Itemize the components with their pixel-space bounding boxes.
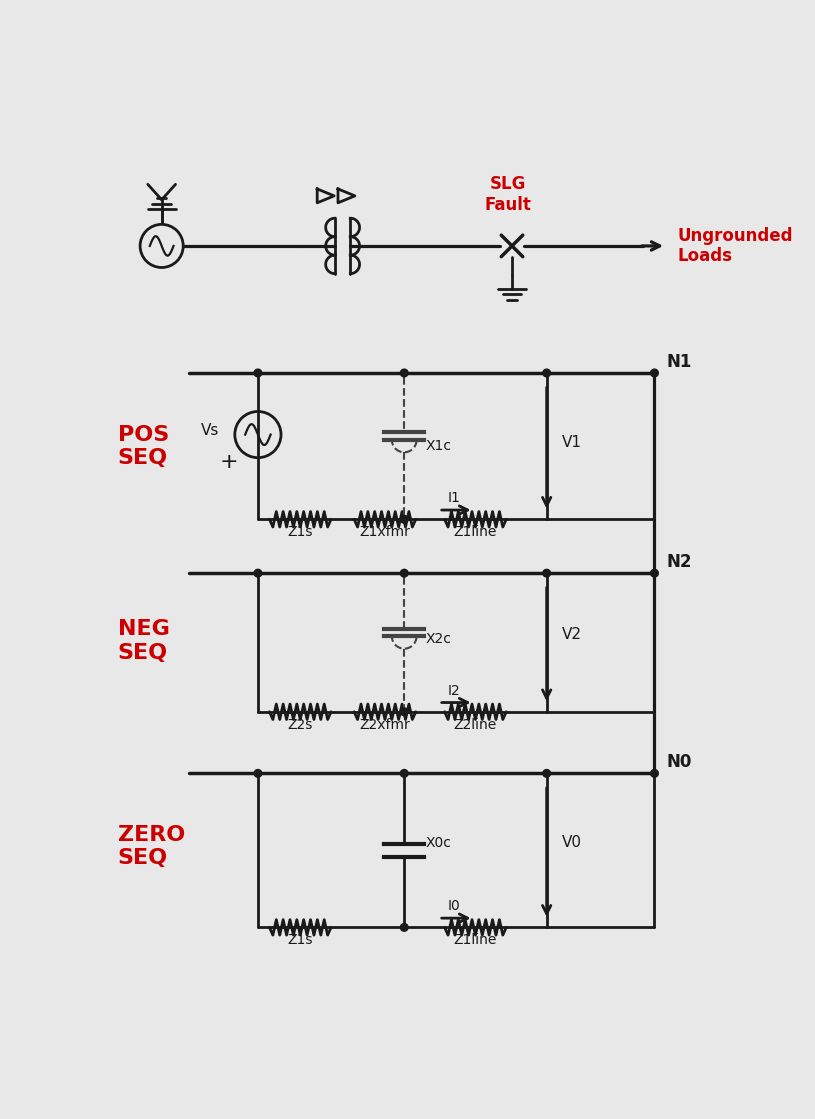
Circle shape	[400, 516, 408, 523]
Text: X1c: X1c	[425, 439, 452, 453]
Text: Z1xfmr: Z1xfmr	[359, 525, 411, 539]
Text: Z1line: Z1line	[454, 525, 497, 539]
Text: Z1s: Z1s	[288, 933, 313, 948]
Circle shape	[650, 369, 659, 377]
Circle shape	[543, 570, 550, 577]
Text: X2c: X2c	[425, 631, 452, 646]
Text: ZERO
SEQ: ZERO SEQ	[118, 825, 185, 868]
Text: N0: N0	[666, 753, 691, 771]
Text: Ungrounded
Loads: Ungrounded Loads	[677, 226, 793, 265]
Text: +: +	[219, 452, 238, 471]
Text: SLG
Fault: SLG Fault	[485, 175, 531, 214]
Circle shape	[254, 369, 262, 377]
Circle shape	[400, 708, 408, 716]
Circle shape	[400, 923, 408, 931]
Circle shape	[400, 570, 408, 577]
Text: I2: I2	[448, 684, 460, 698]
Text: POS
SEQ: POS SEQ	[118, 424, 169, 468]
Text: Z2xfmr: Z2xfmr	[359, 717, 410, 732]
Circle shape	[543, 770, 550, 778]
Text: V2: V2	[562, 628, 582, 642]
Text: Vs: Vs	[201, 423, 219, 439]
Text: I1: I1	[447, 491, 460, 506]
Circle shape	[400, 770, 408, 778]
Circle shape	[650, 570, 659, 577]
Text: N1: N1	[666, 352, 691, 370]
Text: I0: I0	[448, 900, 460, 913]
Circle shape	[543, 369, 550, 377]
Text: NEG
SEQ: NEG SEQ	[118, 619, 170, 662]
Circle shape	[400, 369, 408, 377]
Text: N2: N2	[666, 553, 691, 571]
Circle shape	[650, 770, 659, 778]
Text: V1: V1	[562, 435, 582, 450]
Text: Z2s: Z2s	[288, 717, 313, 732]
Circle shape	[254, 770, 262, 778]
Text: Z1line: Z1line	[454, 933, 497, 948]
Text: V0: V0	[562, 835, 582, 850]
Text: X0c: X0c	[425, 836, 452, 849]
Text: Z2line: Z2line	[454, 717, 497, 732]
Circle shape	[254, 570, 262, 577]
Text: Z1s: Z1s	[288, 525, 313, 539]
